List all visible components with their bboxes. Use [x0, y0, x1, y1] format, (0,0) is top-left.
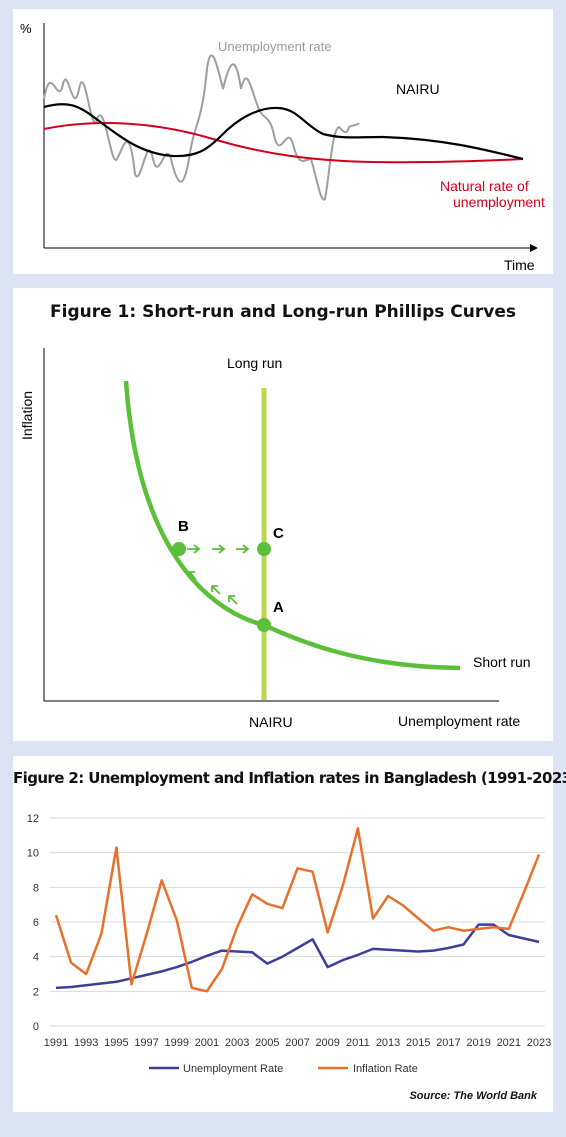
x-tick-label: 2023	[527, 1037, 551, 1049]
x-tick-label: 2003	[225, 1037, 249, 1049]
legend-unemployment-label: Unemployment Rate	[183, 1063, 283, 1075]
unemployment-rate-line	[55, 923, 540, 990]
x-tick-label: 2017	[436, 1037, 460, 1049]
nairu-label: NAIRU	[249, 714, 293, 730]
x-tick-label: 2009	[315, 1037, 339, 1049]
natural-rate-label-line1: Natural rate of	[440, 178, 529, 194]
y-tick-label: 10	[27, 848, 39, 860]
x-tick-label: 2007	[285, 1037, 309, 1049]
phillips-curve-panel: Figure 1: Short-run and Long-run Phillip…	[13, 288, 553, 741]
x-axis-label: Unemployment rate	[398, 713, 520, 729]
x-tick-label: 1993	[74, 1037, 98, 1049]
nairu-chart-panel: % Time Unemployment rate NAIRU Natural r…	[13, 9, 553, 274]
y-tick-label: 6	[33, 917, 39, 929]
legend: Unemployment Rate Inflation Rate	[149, 1063, 418, 1075]
x-tick-label: 1999	[165, 1037, 189, 1049]
x-tick-label: 2015	[406, 1037, 430, 1049]
point-b-label: B	[178, 518, 189, 535]
figure2-title: Figure 2: Unemployment and Inflation rat…	[13, 769, 566, 787]
unemployment-rate-line	[43, 54, 360, 201]
bangladesh-chart: 0 2 4 6 8 10 12 1991 1993 1995 1997 1999 2001 2003 20…	[27, 813, 551, 1075]
x-tick-label: 2005	[255, 1037, 279, 1049]
phillips-chart: Inflation Unemployment rate Long run NAI…	[19, 348, 531, 730]
bangladesh-chart-panel: Figure 2: Unemployment and Inflation rat…	[13, 756, 566, 1112]
x-tick-label: 2013	[376, 1037, 400, 1049]
x-tick-label: 1995	[104, 1037, 128, 1049]
x-tick-label: 2001	[195, 1037, 219, 1049]
natural-rate-label-line2: unemployment	[453, 194, 545, 210]
nairu-chart: % Time Unemployment rate NAIRU Natural r…	[20, 21, 545, 273]
y-tick-label: 2	[33, 986, 39, 998]
y-tick-label: 8	[33, 882, 39, 894]
y-axis-label: %	[20, 21, 32, 36]
point-c	[257, 542, 271, 556]
arrows-b-to-c	[187, 544, 250, 554]
nairu-label: NAIRU	[396, 81, 440, 97]
short-run-curve	[123, 380, 461, 671]
y-tick-label: 12	[27, 813, 39, 825]
x-tick-label: 1991	[44, 1037, 68, 1049]
x-tick-labels: 1991 1993 1995 1997 1999 2001 2003 2005 2007 2009…	[44, 1037, 551, 1049]
point-a-label: A	[273, 599, 284, 616]
legend-inflation-label: Inflation Rate	[353, 1063, 418, 1075]
point-a	[257, 618, 271, 632]
natural-rate-line	[43, 122, 524, 164]
figure1-title: Figure 1: Short-run and Long-run Phillip…	[50, 302, 516, 322]
long-run-label: Long run	[227, 355, 282, 371]
arrows-a-to-b	[189, 571, 238, 605]
unemployment-rate-label: Unemployment rate	[218, 39, 331, 54]
point-c-label: C	[273, 525, 284, 542]
y-tick-label: 4	[33, 952, 39, 964]
x-tick-label: 1997	[134, 1037, 158, 1049]
x-tick-label: 2019	[466, 1037, 490, 1049]
point-b	[172, 542, 186, 556]
x-axis-arrowhead	[530, 244, 538, 252]
x-tick-label: 2021	[497, 1037, 521, 1049]
y-tick-label: 0	[33, 1021, 39, 1033]
source-note: Source: The World Bank	[409, 1090, 537, 1102]
gridlines	[50, 817, 545, 1027]
y-tick-labels: 0 2 4 6 8 10 12	[27, 813, 39, 1033]
inflation-rate-line	[54, 827, 541, 993]
nairu-line	[43, 103, 524, 161]
short-run-label: Short run	[473, 654, 531, 670]
y-axis-label: Inflation	[19, 391, 35, 440]
x-axis-label: Time	[504, 257, 535, 273]
natural-rate-label: Natural rate of unemployment	[440, 178, 545, 210]
x-tick-label: 2011	[346, 1037, 370, 1049]
